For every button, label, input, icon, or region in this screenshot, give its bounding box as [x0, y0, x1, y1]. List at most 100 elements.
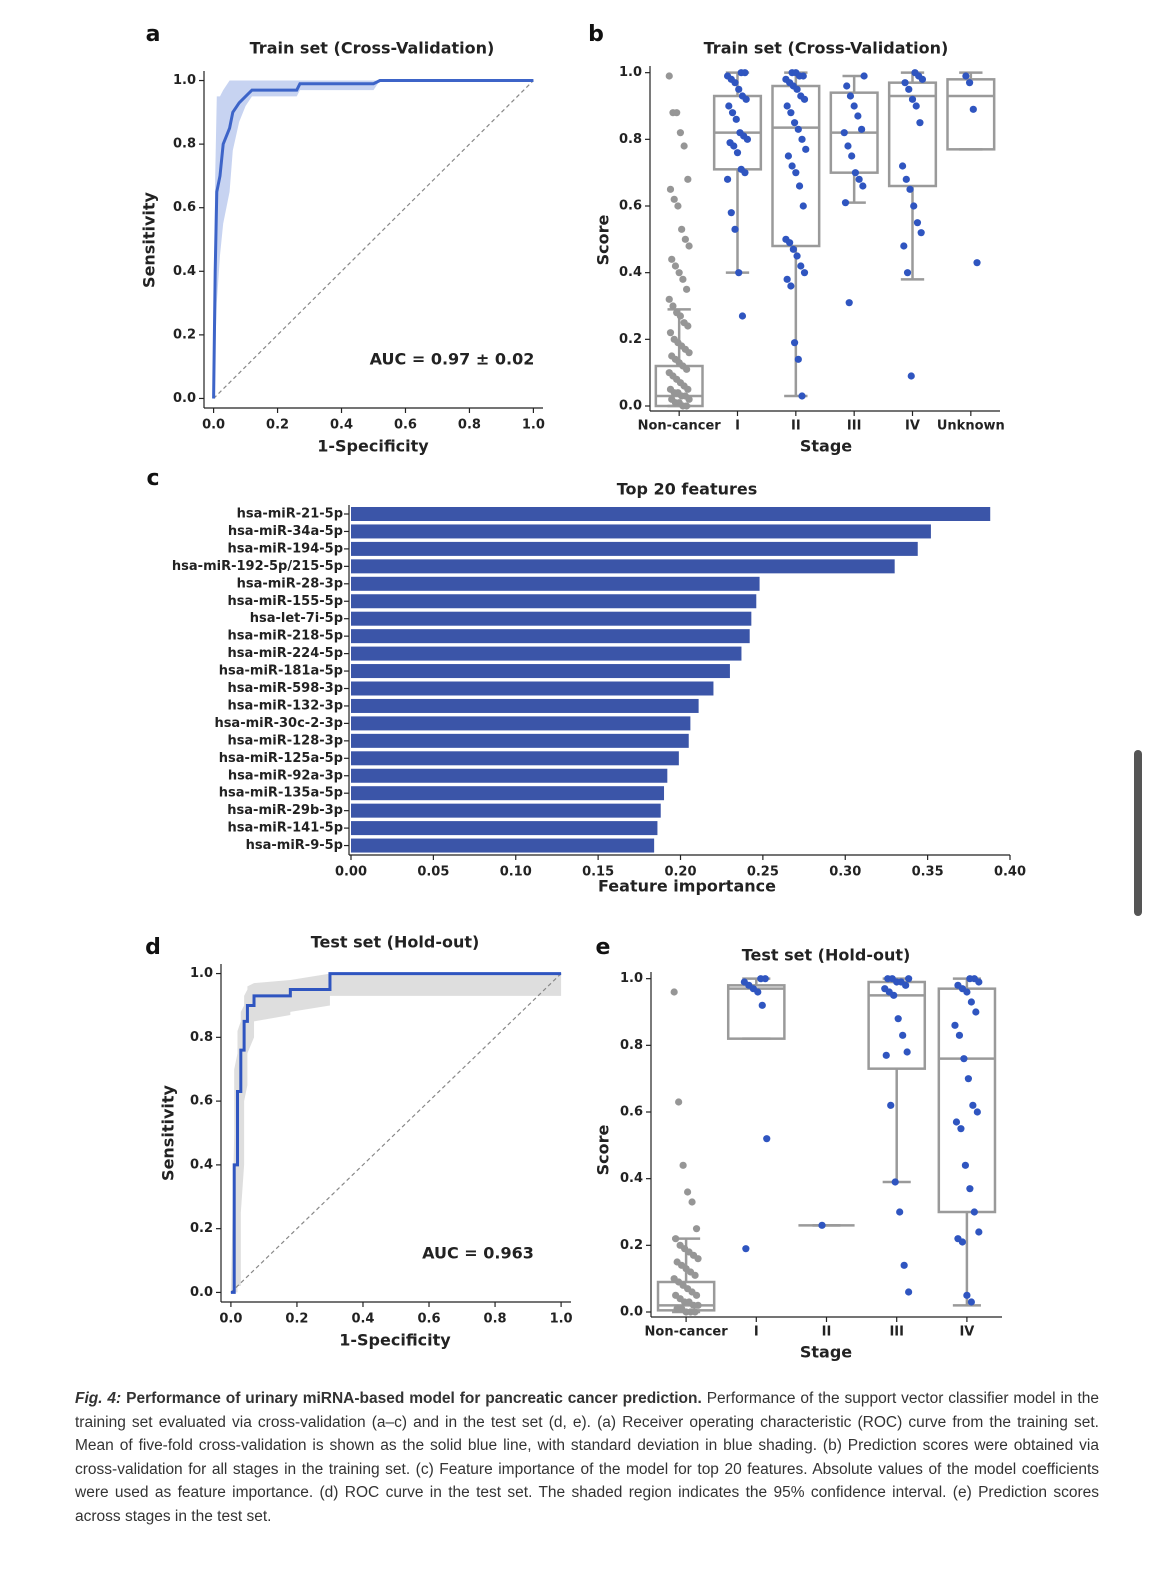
panel-label: b [588, 22, 604, 47]
bar [351, 594, 757, 609]
score-point [735, 269, 743, 277]
score-point [799, 202, 807, 210]
y-tick-label: 0.0 [190, 1285, 213, 1300]
score-point [681, 235, 689, 243]
y-tick-label: 0.0 [620, 1305, 643, 1320]
x-axis-label: Stage [800, 437, 852, 456]
score-point [684, 322, 692, 330]
score-point [882, 1051, 890, 1059]
score-point [692, 1291, 701, 1299]
y-tick-label: 0.8 [190, 1030, 213, 1045]
y-tick-label: hsa-miR-155-5p [228, 594, 343, 609]
bar [351, 524, 931, 539]
x-tick-label: 0.4 [351, 1312, 374, 1327]
score-point [794, 125, 802, 133]
x-axis-label: 1-Specificity [339, 1331, 451, 1350]
x-tick-label: 0.10 [500, 865, 532, 880]
score-point [900, 1261, 908, 1269]
score-point [679, 275, 687, 283]
bar [351, 733, 689, 748]
score-point [790, 119, 799, 127]
x-tick-label: I [754, 1325, 759, 1340]
score-point [899, 1031, 907, 1039]
score-point [742, 95, 750, 103]
y-tick-label: hsa-miR-9-5p [246, 838, 343, 853]
score-point [800, 95, 809, 103]
score-point [958, 1238, 967, 1246]
score-point [683, 402, 691, 410]
annotation: AUC = 0.97 ± 0.02 [370, 350, 535, 369]
score-point [680, 142, 688, 150]
y-tick-label: hsa-miR-135a-5p [219, 786, 343, 801]
score-point [731, 79, 739, 87]
x-tick-label: III [889, 1325, 904, 1340]
score-point [975, 1228, 983, 1236]
score-point [691, 1271, 699, 1279]
score-point [675, 269, 683, 277]
score-point [905, 85, 913, 93]
score-point [800, 269, 809, 277]
chart-title: Train set (Cross-Validation) [704, 39, 949, 58]
x-tick-label: IV [959, 1325, 974, 1340]
score-point [683, 285, 691, 293]
score-point [683, 365, 691, 373]
y-tick-label: 1.0 [173, 73, 196, 88]
y-tick-label: 1.0 [620, 971, 643, 986]
x-tick-label: 0.8 [458, 418, 481, 433]
y-tick-label: hsa-miR-21-5p [237, 507, 343, 522]
score-point [851, 169, 860, 177]
bar [351, 576, 760, 591]
score-point [957, 1125, 965, 1133]
score-point [905, 1288, 913, 1296]
y-axis-label: Score [594, 214, 613, 265]
y-tick-label: hsa-miR-128-3p [228, 733, 343, 748]
bar [351, 698, 699, 713]
score-point [783, 275, 791, 283]
score-point [965, 79, 974, 87]
box [726, 984, 786, 1040]
x-tick-label: 1.0 [550, 1312, 573, 1327]
x-tick-label: II [791, 419, 801, 434]
score-point [903, 269, 912, 277]
scrollbar[interactable] [1134, 750, 1142, 916]
y-tick-label: hsa-miR-598-3p [228, 681, 343, 696]
score-point [903, 1048, 911, 1056]
score-point [674, 202, 682, 210]
score-point [732, 115, 740, 123]
y-tick-label: 1.0 [190, 966, 213, 981]
y-axis-label: Score [594, 1124, 613, 1175]
score-point [793, 252, 801, 260]
score-point [841, 199, 850, 207]
y-tick-label: 0.0 [173, 391, 196, 406]
x-tick-label: 0.2 [266, 418, 289, 433]
score-point [792, 169, 800, 177]
y-tick-label: 0.2 [619, 332, 642, 347]
panel-label: d [145, 935, 161, 960]
score-point [848, 152, 856, 160]
score-point [901, 79, 909, 87]
score-point [788, 162, 796, 170]
score-point [723, 175, 732, 183]
x-tick-label: 0.0 [202, 418, 225, 433]
bar [351, 681, 714, 696]
box [937, 987, 997, 1214]
score-point [797, 262, 805, 270]
score-point [738, 312, 747, 320]
score-point [860, 72, 868, 80]
score-point [685, 395, 693, 403]
x-axis-label: Feature importance [598, 877, 776, 896]
bar [351, 611, 752, 626]
roc-curve [230, 972, 562, 1294]
score-point [906, 185, 914, 193]
x-tick-label: 0.05 [417, 865, 449, 880]
score-point [907, 372, 915, 380]
score-point [964, 1075, 972, 1083]
score-point [678, 225, 686, 233]
score-point [684, 175, 692, 183]
y-tick-label: 0.8 [173, 137, 196, 152]
score-point [731, 225, 739, 233]
score-point [688, 1198, 696, 1206]
score-point [952, 1118, 961, 1126]
score-point [963, 1291, 971, 1299]
score-point [967, 1298, 975, 1306]
